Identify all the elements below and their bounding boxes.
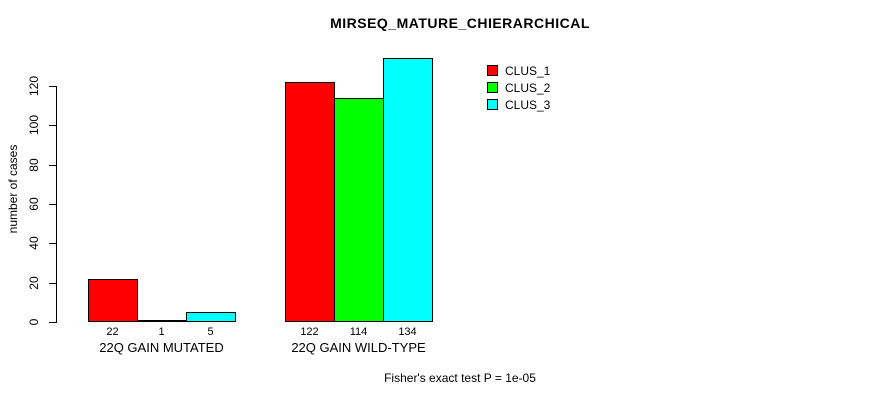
legend-item-clus_1: CLUS_1 [487, 62, 550, 79]
y-axis-tick [49, 165, 56, 166]
legend-item-clus_3: CLUS_3 [487, 96, 550, 113]
y-axis-tick [49, 204, 56, 205]
bar-clus_2-0 [137, 320, 187, 322]
bar-value-label: 5 [207, 326, 214, 338]
bar-clus_1-1 [285, 82, 335, 322]
y-axis-tick [49, 283, 56, 284]
legend-swatch-icon [487, 65, 498, 76]
bar-value-label: 134 [398, 326, 417, 338]
legend-label: CLUS_2 [505, 80, 551, 95]
y-axis-tick [49, 125, 56, 126]
y-axis-tick-label: 40 [27, 236, 41, 250]
legend-label: CLUS_3 [505, 97, 551, 112]
legend-label: CLUS_1 [505, 63, 551, 78]
bar-clus_3-0 [186, 312, 236, 322]
y-axis-tick [49, 243, 56, 244]
category-label: 22Q GAIN WILD-TYPE [291, 340, 426, 355]
y-axis-label: number of cases [6, 144, 20, 234]
legend-item-clus_2: CLUS_2 [487, 79, 550, 96]
bar-clus_1-0 [88, 279, 138, 322]
y-axis-tick-label: 0 [27, 318, 41, 326]
fisher-test-annotation: Fisher's exact test P = 1e-05 [384, 371, 536, 385]
bar-value-label: 122 [300, 326, 319, 338]
y-axis-tick-label: 80 [27, 158, 41, 172]
legend-swatch-icon [487, 99, 498, 110]
y-axis-line [56, 86, 57, 323]
bar-value-label: 1 [158, 326, 165, 338]
y-axis-tick-label: 20 [27, 276, 41, 290]
y-axis-tick [49, 322, 56, 323]
legend-swatch-icon [487, 82, 498, 93]
bar-clus_3-1 [383, 58, 433, 322]
y-axis-tick-label: 60 [27, 197, 41, 211]
legend: CLUS_1 CLUS_2 CLUS_3 [487, 62, 550, 113]
bar-value-label: 114 [349, 326, 368, 338]
bar-value-label: 22 [106, 326, 119, 338]
chart-title: MIRSEQ_MATURE_CHIERARCHICAL [330, 15, 590, 31]
y-axis-tick-label: 100 [27, 114, 41, 136]
y-axis-tick [49, 86, 56, 87]
y-axis-tick-label: 120 [27, 75, 41, 97]
category-label: 22Q GAIN MUTATED [99, 340, 224, 355]
bar-clus_2-1 [334, 98, 384, 322]
